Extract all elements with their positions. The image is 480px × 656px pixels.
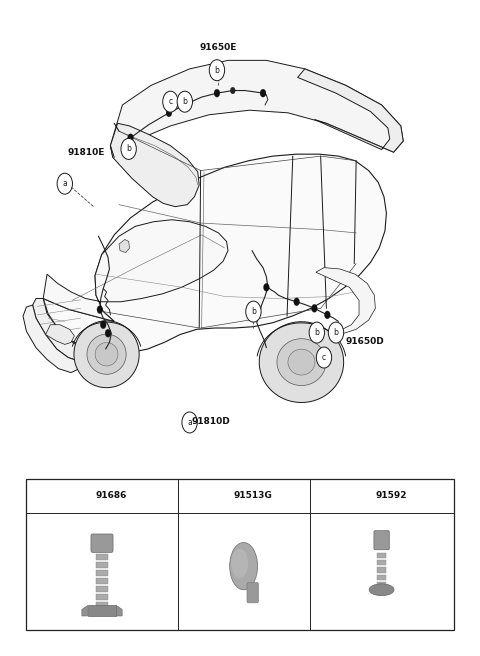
Text: b: b: [334, 328, 338, 337]
Circle shape: [177, 91, 192, 112]
Circle shape: [261, 90, 265, 96]
Polygon shape: [116, 605, 122, 616]
Text: 91650E: 91650E: [200, 43, 237, 52]
Polygon shape: [298, 69, 403, 152]
FancyBboxPatch shape: [377, 567, 386, 573]
Text: 91810E: 91810E: [67, 148, 105, 157]
Circle shape: [316, 347, 332, 368]
Text: 91592: 91592: [375, 491, 407, 501]
Text: b: b: [215, 491, 220, 501]
FancyBboxPatch shape: [96, 554, 108, 560]
FancyBboxPatch shape: [91, 534, 113, 552]
Circle shape: [128, 134, 133, 141]
FancyBboxPatch shape: [96, 578, 108, 584]
Text: c: c: [168, 97, 172, 106]
FancyBboxPatch shape: [87, 605, 116, 616]
FancyBboxPatch shape: [377, 589, 386, 594]
Polygon shape: [316, 268, 375, 336]
Text: 91513G: 91513G: [234, 491, 273, 501]
Polygon shape: [95, 342, 118, 366]
FancyBboxPatch shape: [377, 582, 386, 587]
Polygon shape: [46, 325, 74, 344]
FancyBboxPatch shape: [377, 575, 386, 580]
FancyBboxPatch shape: [96, 594, 108, 600]
Polygon shape: [43, 220, 228, 321]
FancyBboxPatch shape: [96, 602, 108, 607]
Polygon shape: [74, 321, 139, 388]
Circle shape: [163, 91, 178, 112]
Text: b: b: [126, 144, 131, 154]
FancyBboxPatch shape: [374, 531, 389, 550]
Text: a: a: [62, 179, 67, 188]
Circle shape: [230, 87, 235, 94]
Circle shape: [312, 304, 317, 312]
Circle shape: [57, 173, 72, 194]
Ellipse shape: [230, 543, 258, 590]
Circle shape: [100, 321, 106, 329]
Circle shape: [328, 322, 344, 343]
Polygon shape: [277, 338, 326, 386]
FancyBboxPatch shape: [247, 583, 258, 603]
FancyBboxPatch shape: [96, 570, 108, 576]
FancyBboxPatch shape: [377, 553, 386, 558]
Text: a: a: [73, 491, 78, 501]
Text: c: c: [353, 491, 357, 501]
FancyBboxPatch shape: [377, 560, 386, 565]
Text: 91686: 91686: [96, 491, 127, 501]
Circle shape: [128, 134, 133, 142]
Circle shape: [348, 485, 363, 506]
FancyBboxPatch shape: [96, 586, 108, 592]
Polygon shape: [23, 305, 84, 373]
Polygon shape: [33, 298, 85, 361]
Polygon shape: [43, 154, 386, 353]
Text: c: c: [322, 353, 326, 362]
Circle shape: [210, 485, 225, 506]
Polygon shape: [259, 321, 344, 403]
Text: b: b: [182, 97, 187, 106]
Polygon shape: [288, 349, 315, 375]
Polygon shape: [82, 605, 87, 616]
Circle shape: [68, 485, 84, 506]
Text: a: a: [187, 418, 192, 427]
Circle shape: [97, 306, 103, 314]
Polygon shape: [110, 123, 199, 207]
FancyBboxPatch shape: [96, 562, 108, 568]
Circle shape: [121, 138, 136, 159]
Polygon shape: [110, 60, 403, 157]
Circle shape: [214, 89, 220, 97]
Text: b: b: [215, 66, 219, 75]
Text: 91650D: 91650D: [346, 337, 384, 346]
Circle shape: [105, 329, 111, 337]
Circle shape: [309, 322, 324, 343]
Circle shape: [246, 301, 261, 322]
Circle shape: [182, 412, 197, 433]
Text: b: b: [314, 328, 319, 337]
Bar: [26, 479, 454, 630]
Circle shape: [260, 89, 266, 97]
Text: 91810D: 91810D: [192, 417, 230, 426]
Polygon shape: [87, 334, 126, 375]
Ellipse shape: [231, 548, 248, 579]
Circle shape: [264, 283, 269, 291]
Ellipse shape: [369, 584, 394, 596]
Circle shape: [209, 60, 225, 81]
Circle shape: [324, 311, 330, 319]
Circle shape: [185, 100, 190, 107]
Polygon shape: [119, 239, 130, 253]
Circle shape: [294, 298, 300, 306]
Circle shape: [166, 109, 172, 117]
Text: b: b: [251, 307, 256, 316]
